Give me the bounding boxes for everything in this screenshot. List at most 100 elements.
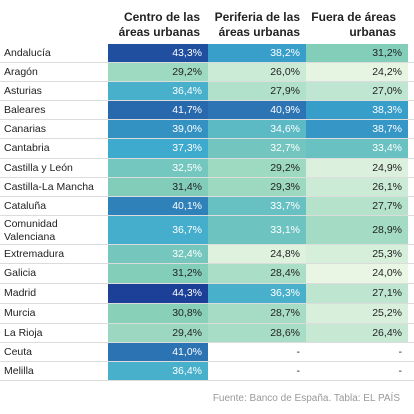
- row-divider: [0, 158, 414, 159]
- value-cell: 28,4%: [208, 264, 306, 283]
- table-row: Cantabria 37,3% 32,7% 33,4%: [0, 139, 414, 158]
- table-row: Canarias 39,0% 34,6% 38,7%: [0, 120, 414, 138]
- region-label-line: Madrid: [4, 287, 37, 299]
- value-cell: 33,4%: [306, 139, 408, 158]
- table-row: Castilla y León 32,5% 29,2% 24,9%: [0, 159, 414, 177]
- value-cell: 28,7%: [208, 304, 306, 323]
- row-divider: [0, 177, 414, 178]
- region-label: La Rioja: [4, 327, 43, 340]
- value-cell: 30,8%: [108, 304, 208, 323]
- row-divider: [0, 119, 414, 120]
- region-label-line: Melilla: [4, 365, 34, 377]
- region-label-line: Asturias: [4, 85, 42, 97]
- region-label: Extremadura: [4, 248, 64, 261]
- table-row: Cataluña 40,1% 33,7% 27,7%: [0, 197, 414, 215]
- value-cell: 32,4%: [108, 245, 208, 263]
- table-row: Ceuta 41,0% - -: [0, 343, 414, 361]
- row-divider: [0, 196, 414, 197]
- row-divider: [0, 323, 414, 324]
- region-label: Andalucía: [4, 47, 51, 60]
- region-label-line: Castilla y León: [4, 162, 73, 174]
- region-label: Madrid: [4, 287, 36, 300]
- table-row: Andalucía 43,3% 38,2% 31,2%: [0, 44, 414, 62]
- table-row: Castilla-La Mancha 31,4% 29,3% 26,1%: [0, 178, 414, 196]
- value-cell: -: [208, 362, 306, 380]
- row-divider: [0, 244, 414, 245]
- value-cell: 29,4%: [108, 324, 208, 342]
- region-label: Galicia: [4, 267, 36, 280]
- value-cell: 27,1%: [306, 284, 408, 303]
- table-row: Madrid 44,3% 36,3% 27,1%: [0, 284, 414, 303]
- value-cell: 24,9%: [306, 159, 408, 177]
- value-cell: 44,3%: [108, 284, 208, 303]
- value-cell: 32,5%: [108, 159, 208, 177]
- column-header: Centro de las áreas urbanas: [119, 10, 200, 44]
- value-cell: 40,1%: [108, 197, 208, 215]
- region-label: Cantabria: [4, 142, 50, 155]
- row-divider: [0, 380, 414, 381]
- value-cell: 36,4%: [108, 362, 208, 380]
- row-divider: [0, 303, 414, 304]
- table-row: Galicia 31,2% 28,4% 24,0%: [0, 264, 414, 283]
- value-cell: 24,0%: [306, 264, 408, 283]
- region-label: Asturias: [4, 85, 42, 98]
- table-row: Aragón 29,2% 26,0% 24,2%: [0, 63, 414, 81]
- row-divider: [0, 62, 414, 63]
- value-cell: 25,2%: [306, 304, 408, 323]
- region-label-line: Cantabria: [4, 142, 50, 154]
- row-divider: [0, 342, 414, 343]
- row-divider: [0, 361, 414, 362]
- row-divider: [0, 215, 414, 216]
- value-cell: 43,3%: [108, 44, 208, 62]
- column-header-line: Fuera de áreas: [311, 10, 396, 24]
- table-row: La Rioja 29,4% 28,6% 26,4%: [0, 324, 414, 342]
- value-cell: 36,7%: [108, 216, 208, 244]
- region-label-line: Canarias: [4, 123, 47, 135]
- region-label: Baleares: [4, 104, 45, 117]
- region-label-line: Comunidad: [4, 218, 58, 230]
- region-label-line: Cataluña: [4, 200, 47, 212]
- column-header-line: áreas urbanas: [218, 25, 300, 39]
- table-row: Comunidad Valenciana 36,7% 33,1% 28,9%: [0, 216, 414, 244]
- value-cell: 29,2%: [108, 63, 208, 81]
- region-label-line: La Rioja: [4, 327, 43, 339]
- region-label: Cataluña: [4, 200, 46, 213]
- row-divider: [0, 138, 414, 139]
- table-row: Baleares 41,7% 40,9% 38,3%: [0, 101, 414, 119]
- region-label-line: Andalucía: [4, 47, 51, 59]
- row-divider: [0, 100, 414, 101]
- region-label: Comunidad Valenciana: [4, 218, 58, 244]
- value-cell: 27,9%: [208, 82, 306, 100]
- value-cell: 28,9%: [306, 216, 408, 244]
- value-cell: 26,4%: [306, 324, 408, 342]
- row-divider: [0, 263, 414, 264]
- column-header: Periferia de las áreas urbanas: [215, 10, 300, 44]
- region-label-line: Aragón: [4, 66, 38, 78]
- value-cell: 38,3%: [306, 101, 408, 119]
- value-cell: 24,8%: [208, 245, 306, 263]
- value-cell: 37,3%: [108, 139, 208, 158]
- value-cell: 33,1%: [208, 216, 306, 244]
- region-label: Melilla: [4, 365, 34, 378]
- table-row: Asturias 36,4% 27,9% 27,0%: [0, 82, 414, 100]
- value-cell: 38,2%: [208, 44, 306, 62]
- value-cell: 28,6%: [208, 324, 306, 342]
- column-header-line: urbanas: [349, 25, 396, 39]
- region-label: Murcia: [4, 307, 36, 320]
- column-header: Fuera de áreas urbanas: [311, 10, 396, 44]
- region-label: Aragón: [4, 66, 38, 79]
- row-divider: [0, 81, 414, 82]
- row-divider: [0, 283, 414, 284]
- region-label-line: Castilla-La Mancha: [4, 181, 94, 193]
- region-label-line: Extremadura: [4, 248, 65, 260]
- value-cell: 36,4%: [108, 82, 208, 100]
- value-cell: 41,0%: [108, 343, 208, 361]
- value-cell: 32,7%: [208, 139, 306, 158]
- value-cell: 26,0%: [208, 63, 306, 81]
- value-cell: 27,0%: [306, 82, 408, 100]
- value-cell: 33,7%: [208, 197, 306, 215]
- table-row: Melilla 36,4% - -: [0, 362, 414, 380]
- table-row: Murcia 30,8% 28,7% 25,2%: [0, 304, 414, 323]
- value-cell: 31,2%: [108, 264, 208, 283]
